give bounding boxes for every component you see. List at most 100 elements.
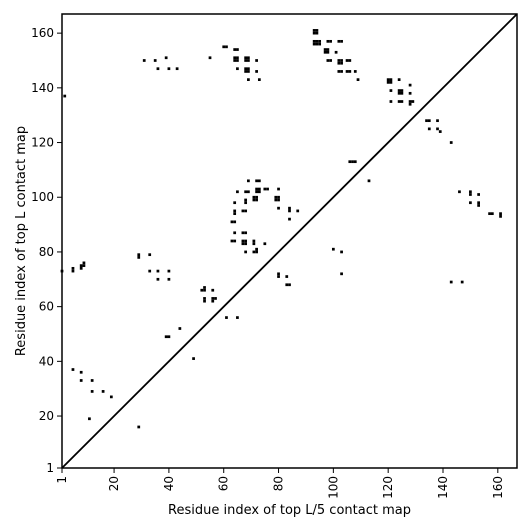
contact-point — [233, 56, 237, 60]
x-tick-label: 140 — [436, 476, 450, 499]
contact-point — [236, 316, 239, 319]
contact-point — [460, 280, 464, 284]
contact-point — [241, 231, 245, 235]
contact-point — [397, 100, 401, 103]
contact-point — [340, 272, 343, 276]
contact-point — [156, 269, 160, 273]
contact-point — [397, 91, 401, 95]
contact-point — [200, 288, 204, 292]
contact-point — [255, 59, 258, 62]
contact-point — [315, 29, 319, 32]
contact-point — [82, 264, 86, 267]
contact-point — [436, 119, 439, 123]
x-axis-ticks: 1 20 40 60 80 100 120 140 160 — [55, 468, 505, 499]
contact-point — [277, 187, 280, 191]
contact-point — [247, 78, 250, 81]
y-tick-label: 120 — [31, 136, 54, 150]
contact-point — [425, 119, 428, 123]
contact-point — [241, 239, 245, 243]
contact-point — [389, 78, 393, 81]
contact-point — [266, 187, 269, 191]
contact-point — [244, 190, 248, 194]
contact-point — [285, 275, 289, 278]
contact-point — [244, 231, 248, 235]
contact-point — [277, 272, 280, 276]
contact-point — [348, 59, 352, 62]
contact-point — [263, 187, 267, 191]
contact-point — [400, 91, 404, 95]
contact-point — [255, 247, 258, 251]
x-tick-label: 20 — [107, 476, 121, 491]
contact-point — [230, 220, 234, 224]
contact-point — [244, 209, 248, 213]
contact-point — [244, 198, 248, 202]
contact-point — [211, 297, 215, 300]
contact-point — [312, 42, 316, 46]
y-axis-label: Residue index of top L contact map — [14, 126, 29, 356]
contact-point — [315, 31, 319, 35]
contact-point — [329, 39, 332, 43]
contact-point — [427, 127, 431, 131]
contact-point — [490, 212, 494, 216]
contact-point — [244, 201, 248, 205]
contact-point — [247, 190, 250, 194]
x-tick-label: 120 — [381, 476, 395, 499]
y-tick-label: 80 — [39, 245, 54, 259]
contact-point — [241, 242, 245, 246]
contact-point — [353, 160, 357, 164]
contact-point — [353, 70, 357, 73]
x-tick-label: 40 — [162, 476, 176, 491]
contact-point — [326, 48, 330, 51]
contact-point — [208, 56, 212, 60]
contact-point — [137, 253, 141, 257]
contact-point — [389, 100, 393, 103]
x-axis-label: Residue index of top L/5 contact map — [168, 503, 411, 518]
y-tick-label: 1 — [46, 461, 54, 475]
contact-point — [438, 130, 442, 133]
contact-point — [233, 201, 237, 205]
contact-point — [225, 316, 228, 319]
contact-point — [257, 190, 261, 194]
contact-point — [236, 48, 239, 51]
contact-point — [233, 59, 237, 62]
contact-point — [255, 190, 258, 194]
contact-point — [340, 61, 343, 65]
x-tick-label: 60 — [217, 476, 231, 491]
contact-point — [255, 195, 258, 199]
contact-point — [88, 417, 91, 421]
diagonal-line — [61, 13, 518, 469]
contact-point — [137, 425, 141, 429]
contact-point — [326, 39, 330, 43]
contact-point — [71, 368, 75, 371]
contact-point — [288, 209, 291, 213]
contact-point — [277, 206, 280, 210]
contact-point — [255, 187, 258, 191]
contact-point — [312, 39, 316, 43]
contact-point — [386, 81, 390, 84]
contact-point — [71, 266, 75, 270]
contact-point — [247, 67, 250, 71]
contact-point — [244, 59, 248, 62]
contact-point — [203, 288, 206, 292]
contact-point — [323, 50, 327, 54]
contact-point — [233, 209, 237, 213]
contact-point — [277, 195, 280, 199]
contact-point — [499, 215, 502, 218]
contact-point — [315, 39, 319, 43]
contact-point — [148, 269, 152, 273]
contact-point — [225, 45, 228, 49]
contact-point — [331, 247, 335, 251]
contact-point — [203, 286, 206, 289]
contact-point — [318, 39, 322, 43]
contact-point — [427, 119, 431, 123]
contact-point — [389, 81, 393, 84]
contact-point — [337, 39, 341, 43]
contact-point — [90, 390, 94, 393]
contact-point — [469, 193, 472, 196]
contact-point — [236, 190, 239, 194]
contact-point — [255, 250, 258, 254]
y-tick-label: 100 — [31, 190, 54, 204]
contact-point — [274, 198, 278, 202]
